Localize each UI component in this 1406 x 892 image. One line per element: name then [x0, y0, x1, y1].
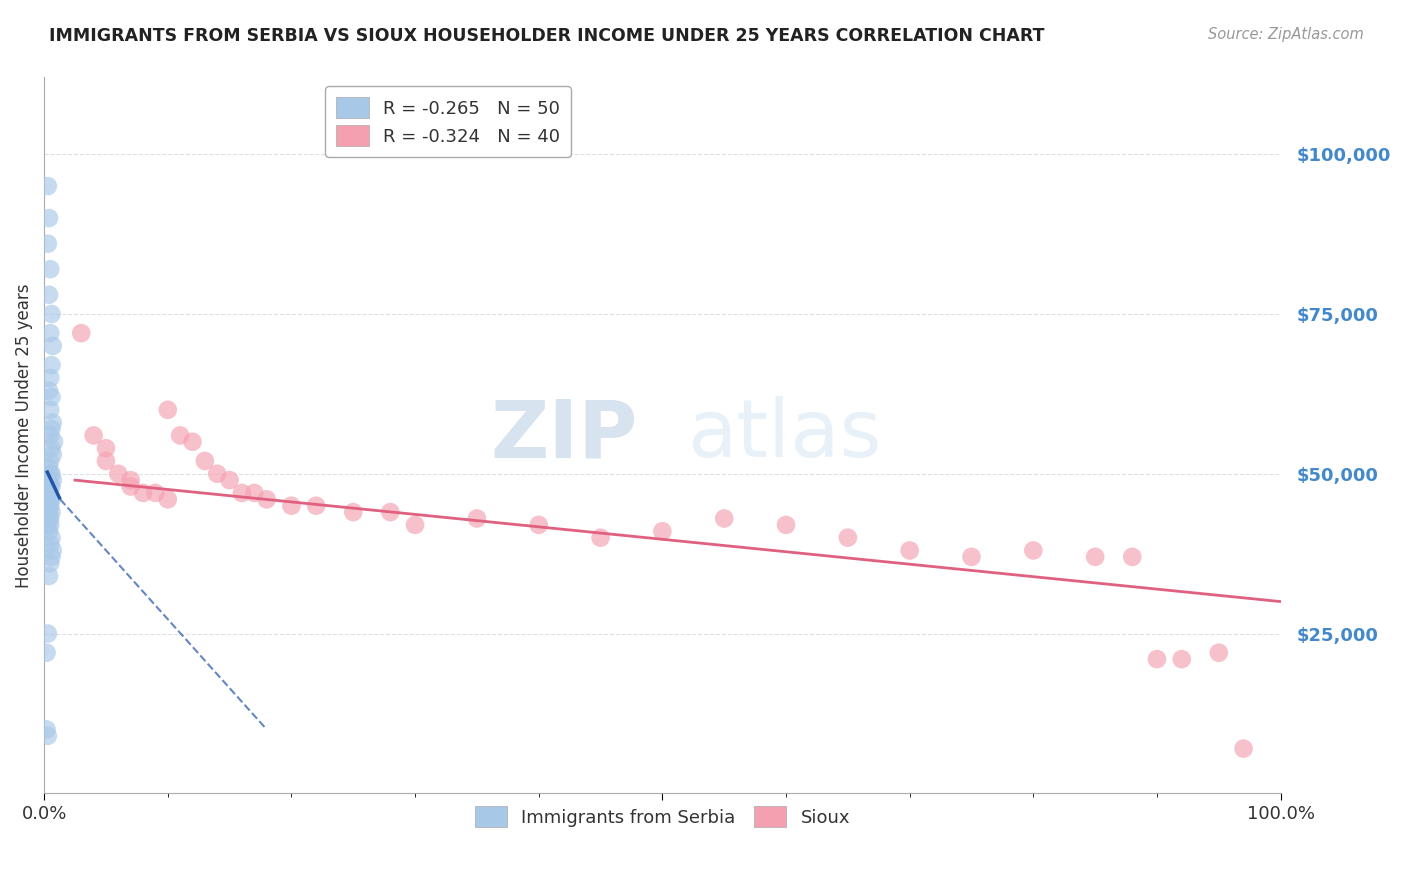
Point	[37, 236, 59, 251]
Point	[38, 287, 60, 301]
Point	[70, 326, 93, 340]
Point	[194, 454, 217, 468]
Point	[280, 499, 302, 513]
Point	[145, 486, 167, 500]
Point	[39, 556, 62, 570]
Point	[41, 441, 63, 455]
Point	[243, 486, 266, 500]
Point	[205, 467, 228, 481]
Point	[39, 262, 62, 277]
Point	[38, 460, 60, 475]
Point	[256, 492, 278, 507]
Point	[41, 467, 63, 481]
Point	[94, 454, 117, 468]
Point	[38, 499, 60, 513]
Point	[156, 402, 179, 417]
Point	[107, 467, 129, 481]
Point	[39, 326, 62, 340]
Point	[39, 428, 62, 442]
Point	[42, 543, 65, 558]
Point	[39, 517, 62, 532]
Point	[37, 179, 59, 194]
Point	[41, 307, 63, 321]
Point	[38, 524, 60, 539]
Point	[35, 646, 58, 660]
Point	[42, 416, 65, 430]
Point	[39, 479, 62, 493]
Point	[38, 384, 60, 398]
Point	[41, 390, 63, 404]
Text: ZIP: ZIP	[491, 396, 638, 475]
Point	[41, 422, 63, 436]
Point	[1208, 646, 1230, 660]
Point	[38, 505, 60, 519]
Point	[589, 531, 612, 545]
Legend: Immigrants from Serbia, Sioux: Immigrants from Serbia, Sioux	[467, 799, 858, 834]
Point	[38, 211, 60, 225]
Text: IMMIGRANTS FROM SERBIA VS SIOUX HOUSEHOLDER INCOME UNDER 25 YEARS CORRELATION CH: IMMIGRANTS FROM SERBIA VS SIOUX HOUSEHOL…	[49, 27, 1045, 45]
Point	[960, 549, 983, 564]
Point	[39, 511, 62, 525]
Point	[218, 473, 240, 487]
Point	[94, 441, 117, 455]
Text: Source: ZipAtlas.com: Source: ZipAtlas.com	[1208, 27, 1364, 42]
Point	[37, 626, 59, 640]
Y-axis label: Householder Income Under 25 years: Householder Income Under 25 years	[15, 283, 32, 588]
Point	[83, 428, 105, 442]
Point	[231, 486, 253, 500]
Point	[120, 473, 142, 487]
Point	[380, 505, 402, 519]
Point	[404, 517, 426, 532]
Point	[39, 499, 62, 513]
Point	[305, 499, 328, 513]
Point	[41, 479, 63, 493]
Point	[1121, 549, 1143, 564]
Text: atlas: atlas	[688, 396, 882, 475]
Point	[39, 402, 62, 417]
Point	[37, 486, 59, 500]
Point	[42, 473, 65, 487]
Point	[132, 486, 155, 500]
Point	[1022, 543, 1045, 558]
Point	[42, 448, 65, 462]
Point	[713, 511, 735, 525]
Point	[39, 371, 62, 385]
Point	[169, 428, 191, 442]
Point	[39, 537, 62, 551]
Point	[39, 454, 62, 468]
Point	[898, 543, 921, 558]
Point	[651, 524, 673, 539]
Point	[1146, 652, 1168, 666]
Point	[37, 517, 59, 532]
Point	[39, 467, 62, 481]
Point	[1170, 652, 1192, 666]
Point	[1084, 549, 1107, 564]
Point	[42, 339, 65, 353]
Point	[38, 511, 60, 525]
Point	[527, 517, 550, 532]
Point	[465, 511, 488, 525]
Point	[342, 505, 364, 519]
Point	[41, 505, 63, 519]
Point	[41, 358, 63, 372]
Point	[42, 434, 65, 449]
Point	[38, 569, 60, 583]
Point	[1232, 741, 1254, 756]
Point	[156, 492, 179, 507]
Point	[41, 531, 63, 545]
Point	[38, 486, 60, 500]
Point	[837, 531, 859, 545]
Point	[35, 723, 58, 737]
Point	[41, 549, 63, 564]
Point	[775, 517, 797, 532]
Point	[120, 479, 142, 493]
Point	[37, 729, 59, 743]
Point	[41, 492, 63, 507]
Point	[38, 473, 60, 487]
Point	[181, 434, 204, 449]
Point	[39, 492, 62, 507]
